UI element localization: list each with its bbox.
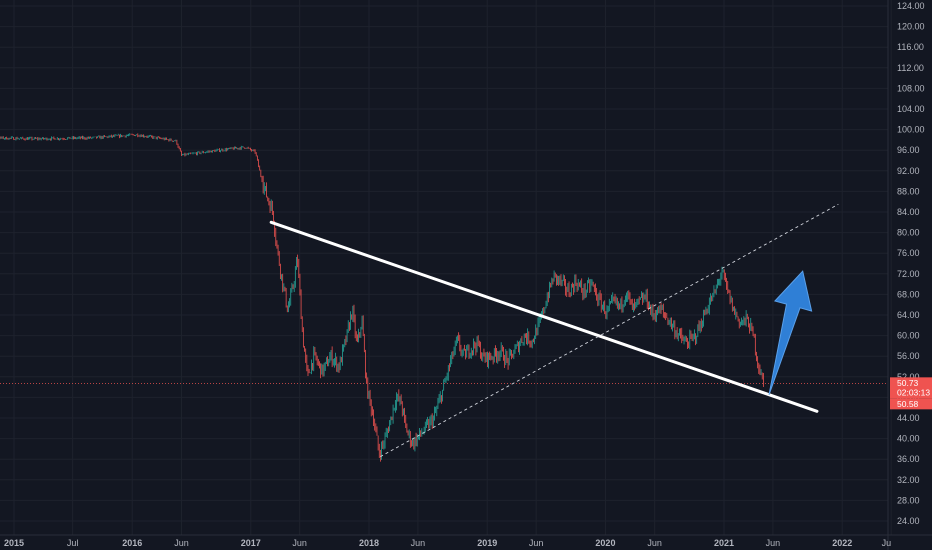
downtrend-line[interactable] bbox=[269, 220, 819, 413]
y-tick-label: 68.00 bbox=[897, 289, 920, 299]
y-tick-label: 44.00 bbox=[897, 413, 920, 423]
y-tick-label: 28.00 bbox=[897, 495, 920, 505]
y-tick-label: 84.00 bbox=[897, 207, 920, 217]
y-tick-label: 60.00 bbox=[897, 331, 920, 341]
y-tick-label: 32.00 bbox=[897, 475, 920, 485]
bar-countdown-label: 02:03:13 bbox=[897, 387, 930, 397]
y-tick-label: 120.00 bbox=[897, 22, 925, 32]
y-tick-label: 36.00 bbox=[897, 454, 920, 464]
x-tick-label: 2016 bbox=[122, 538, 142, 548]
x-tick-label: Jul bbox=[67, 538, 79, 548]
x-tick-label: Jun bbox=[411, 538, 426, 548]
y-tick-label: 112.00 bbox=[897, 63, 924, 73]
y-tick-label: 80.00 bbox=[897, 228, 920, 238]
x-tick-label: 2021 bbox=[714, 538, 734, 548]
candlestick-series bbox=[0, 133, 764, 462]
x-tick-label: Jun bbox=[292, 538, 307, 548]
forecast-arrow[interactable] bbox=[768, 270, 813, 395]
y-tick-label: 100.00 bbox=[897, 125, 925, 135]
last-price-badge: 50.73 02:03:13 50.58 bbox=[890, 377, 932, 410]
x-tick-label: 2019 bbox=[477, 538, 497, 548]
secondary-price-badge-bg bbox=[890, 398, 932, 410]
x-tick-label: 2017 bbox=[241, 538, 261, 548]
drawings[interactable] bbox=[269, 203, 839, 458]
x-tick-label: Jun bbox=[647, 538, 662, 548]
y-tick-label: 40.00 bbox=[897, 434, 920, 444]
y-tick-label: 52.00 bbox=[897, 372, 920, 382]
y-tick-label: 96.00 bbox=[897, 145, 920, 155]
y-tick-label: 64.00 bbox=[897, 310, 920, 320]
x-tick-label: Jun bbox=[766, 538, 781, 548]
x-tick-label: Jun bbox=[529, 538, 544, 548]
x-tick-label: Ju bbox=[882, 538, 892, 548]
y-tick-label: 92.00 bbox=[897, 166, 920, 176]
x-tick-label: 2018 bbox=[359, 538, 379, 548]
x-tick-label: Jun bbox=[174, 538, 189, 548]
y-tick-label: 108.00 bbox=[897, 83, 925, 93]
last-price-badge-bg bbox=[890, 377, 932, 399]
y-tick-label: 76.00 bbox=[897, 248, 920, 258]
x-tick-label: 2022 bbox=[832, 538, 852, 548]
y-tick-label: 72.00 bbox=[897, 269, 920, 279]
secondary-price-label: 50.58 bbox=[897, 399, 919, 409]
last-price-label: 50.73 bbox=[897, 378, 919, 388]
x-tick-label: 2020 bbox=[595, 538, 615, 548]
y-tick-label: 104.00 bbox=[897, 104, 925, 114]
grid-lines bbox=[0, 0, 892, 535]
time-axis[interactable]: 2015 Jul 2016 Jun 2017 Jun 2018 Jun 2019 Jun 2020 J… bbox=[4, 538, 891, 548]
x-tick-label: 2015 bbox=[4, 538, 24, 548]
y-tick-label: 24.00 bbox=[897, 516, 920, 526]
y-tick-label: 124.00 bbox=[897, 1, 925, 11]
y-tick-label: 88.00 bbox=[897, 186, 920, 196]
y-tick-label: 116.00 bbox=[897, 42, 924, 52]
y-tick-label: 56.00 bbox=[897, 351, 920, 361]
